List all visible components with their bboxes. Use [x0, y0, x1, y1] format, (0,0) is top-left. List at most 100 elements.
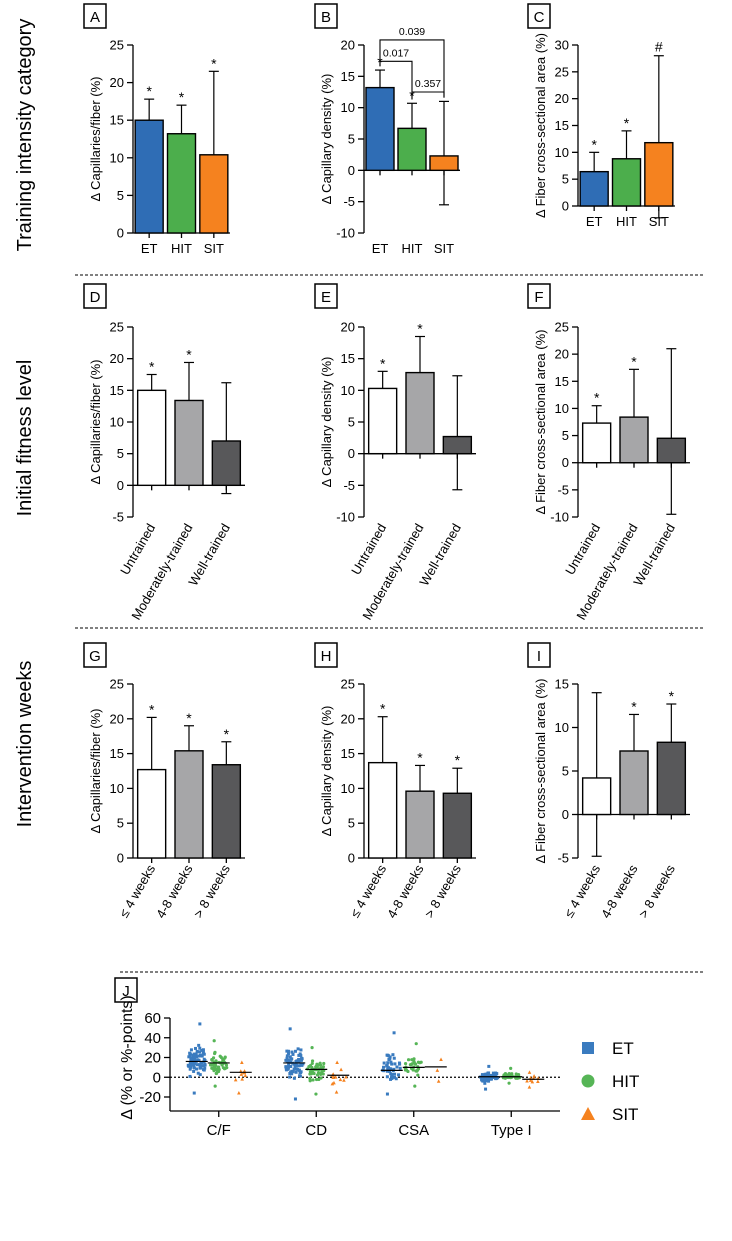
- panel-j-point-hit-1-0: [314, 1092, 318, 1096]
- panel-a-category-label-2: SIT: [204, 241, 224, 256]
- panel-b-comparison-bracket-2: [411, 91, 445, 100]
- panel-j-point-et-3-27: [480, 1073, 484, 1077]
- panel-f-y-tick-label-0: -10: [550, 510, 569, 525]
- panel-h-y-tick-label-4: 20: [341, 711, 355, 726]
- panel-b-y-tick-label-4: 10: [341, 100, 355, 115]
- panel-j-point-et-3-1: [487, 1064, 491, 1068]
- panel-j-point-et-3-62: [487, 1077, 491, 1081]
- panel-i-y-tick-label-2: 5: [562, 764, 569, 779]
- panel-j-point-et-2-21: [386, 1061, 390, 1065]
- panel-j-point-et-2-36: [387, 1069, 391, 1073]
- panel-a-bar-0: [134, 119, 164, 234]
- panel-g-bar-2: [211, 764, 242, 859]
- panel-j-point-et-2-9: [392, 1056, 396, 1060]
- panel-h: H 0 5 10 15 20 25 Δ Capillary density (%) * ≤ 4 w…: [314, 642, 476, 921]
- panel-j-point-sit-1-11: [331, 1075, 335, 1079]
- panel-j-point-et-3-66: [482, 1079, 486, 1083]
- panel-d-bar-0: [136, 389, 167, 487]
- panel-b-y-label: Δ Capillary density (%): [319, 74, 334, 205]
- panel-j-point-et-1-64: [299, 1063, 303, 1067]
- panel-j-point-hit-1-41: [311, 1078, 315, 1082]
- panel-j-point-hit-1-30: [321, 1072, 325, 1076]
- panel-j-point-et-1-56: [291, 1070, 295, 1074]
- panel-i: I -5 0 5 10 15 Δ Fiber cross-sectional area (%…: [527, 642, 690, 921]
- panel-i-badge-label: I: [537, 648, 541, 665]
- panel-j-point-et-1-71: [299, 1070, 303, 1074]
- panel-j-point-et-1-74: [288, 1055, 292, 1059]
- panel-c-bar-1: [611, 158, 642, 207]
- panel-j-point-hit-1-18: [314, 1077, 319, 1082]
- panel-j-point-hit-2-28: [410, 1062, 414, 1066]
- panel-f-y-tick-label-1: -5: [557, 482, 569, 497]
- panel-a-sig-mark-0: *: [146, 83, 152, 99]
- panel-b-bar-1: [397, 127, 427, 172]
- panel-j-point-et-2-42: [387, 1067, 391, 1071]
- panel-a-sig-mark-1: *: [179, 89, 185, 105]
- panel-j-point-et-1-1: [288, 1027, 292, 1031]
- panel-a-category-label-0: ET: [141, 241, 158, 256]
- panel-d-bar-1: [174, 399, 204, 487]
- panel-j-point-et-0-66: [189, 1065, 193, 1069]
- panel-j-point-et-3-37: [485, 1072, 489, 1076]
- panel-a: A 0 5 10 15 20 25 Δ Capillaries/fiber (%) * ET * HI…: [83, 3, 230, 256]
- panel-e-y-tick-label-3: 5: [348, 415, 355, 430]
- panel-j-point-et-1-47: [285, 1049, 289, 1053]
- panel-j-point-et-0-38: [196, 1071, 200, 1075]
- panel-j-point-hit-1-44: [322, 1061, 326, 1066]
- panel-e-badge-box: [314, 283, 338, 309]
- panel-e-badge-label: E: [321, 289, 331, 306]
- panel-g-category-label-0: ≤ 4 weeks: [116, 862, 158, 921]
- panel-i-y-tick-label-4: 15: [555, 677, 569, 692]
- panel-j-point-sit-1-9: [344, 1075, 348, 1079]
- panel-j-point-et-0-59: [187, 1064, 191, 1068]
- panel-j-point-hit-3-43: [502, 1073, 506, 1077]
- panel-j-point-hit-1-45: [308, 1072, 312, 1076]
- panel-j-point-hit-0-5: [223, 1055, 227, 1059]
- panel-g-sig-mark-2: *: [224, 726, 230, 742]
- panel-c-y-label: Δ Fiber cross-sectional area (%): [533, 33, 548, 218]
- panel-j-point-et-2-44: [397, 1061, 401, 1065]
- panel-a-category-label-1: HIT: [171, 241, 192, 256]
- panel-j-y-label: Δ (% or %-points): [119, 995, 136, 1120]
- panel-f-y-tick-label-6: 20: [555, 347, 569, 362]
- panel-i-y-tick-label-3: 10: [555, 720, 569, 735]
- panel-a-y-tick-label-2: 10: [110, 150, 124, 165]
- panel-b-y-tick-label-3: 5: [348, 132, 355, 147]
- panel-j-point-et-1-10: [288, 1075, 292, 1079]
- panel-b-y-tick-label-2: 0: [348, 163, 355, 178]
- panel-j-point-sit-0-5: [233, 1077, 238, 1082]
- panel-g: G 0 5 10 15 20 25 Δ Capillaries/fiber (%) * ≤ 4 w…: [83, 642, 245, 921]
- panel-j-point-sit-1-4: [338, 1077, 343, 1082]
- panel-j-y-tick-label-2: 20: [144, 1050, 161, 1067]
- panel-j-point-et-2-8: [382, 1065, 386, 1069]
- panel-j-point-hit-1-16: [307, 1064, 311, 1069]
- panel-c-y-tick-label-5: 25: [555, 64, 569, 79]
- panel-j-point-sit-0-6: [243, 1073, 248, 1078]
- panel-j-point-et-2-35: [390, 1062, 394, 1066]
- panel-j-point-sit-1-10: [339, 1067, 343, 1072]
- panel-g-category-label-2: > 8 weeks: [190, 862, 233, 921]
- panel-g-category-label-1: 4-8 weeks: [153, 862, 196, 921]
- panel-h-sig-mark-0: *: [380, 701, 386, 717]
- panel-j-point-hit-1-49: [315, 1073, 320, 1077]
- panel-j-point-sit-1-6: [342, 1078, 346, 1082]
- panel-j-point-et-2-30: [388, 1057, 392, 1061]
- panel-j-point-sit-2-2: [435, 1068, 440, 1072]
- panel-a-bar-1: [166, 133, 197, 234]
- panel-h-badge-box: [314, 642, 338, 668]
- panel-f-badge-box: [527, 283, 551, 309]
- panel-j-point-et-0-28: [188, 1074, 192, 1078]
- panel-j-point-et-2-22: [389, 1067, 393, 1071]
- panel-c-category-label-0: ET: [586, 214, 603, 229]
- panel-j-point-et-0-57: [198, 1073, 202, 1077]
- panel-c-y-tick-label-1: 5: [562, 172, 569, 187]
- panel-j-point-et-2-20: [390, 1075, 394, 1079]
- section-title-weeks: Intervention weeks: [14, 661, 36, 828]
- panel-j-point-et-0-0: [192, 1091, 196, 1095]
- panel-j-point-hit-2-29: [416, 1067, 421, 1071]
- panel-j-point-et-2-12: [394, 1077, 398, 1081]
- panel-j-point-et-1-14: [285, 1056, 289, 1060]
- panel-j-category-label-3: Type I: [491, 1122, 532, 1139]
- panel-c-y-tick-label-2: 10: [555, 145, 569, 160]
